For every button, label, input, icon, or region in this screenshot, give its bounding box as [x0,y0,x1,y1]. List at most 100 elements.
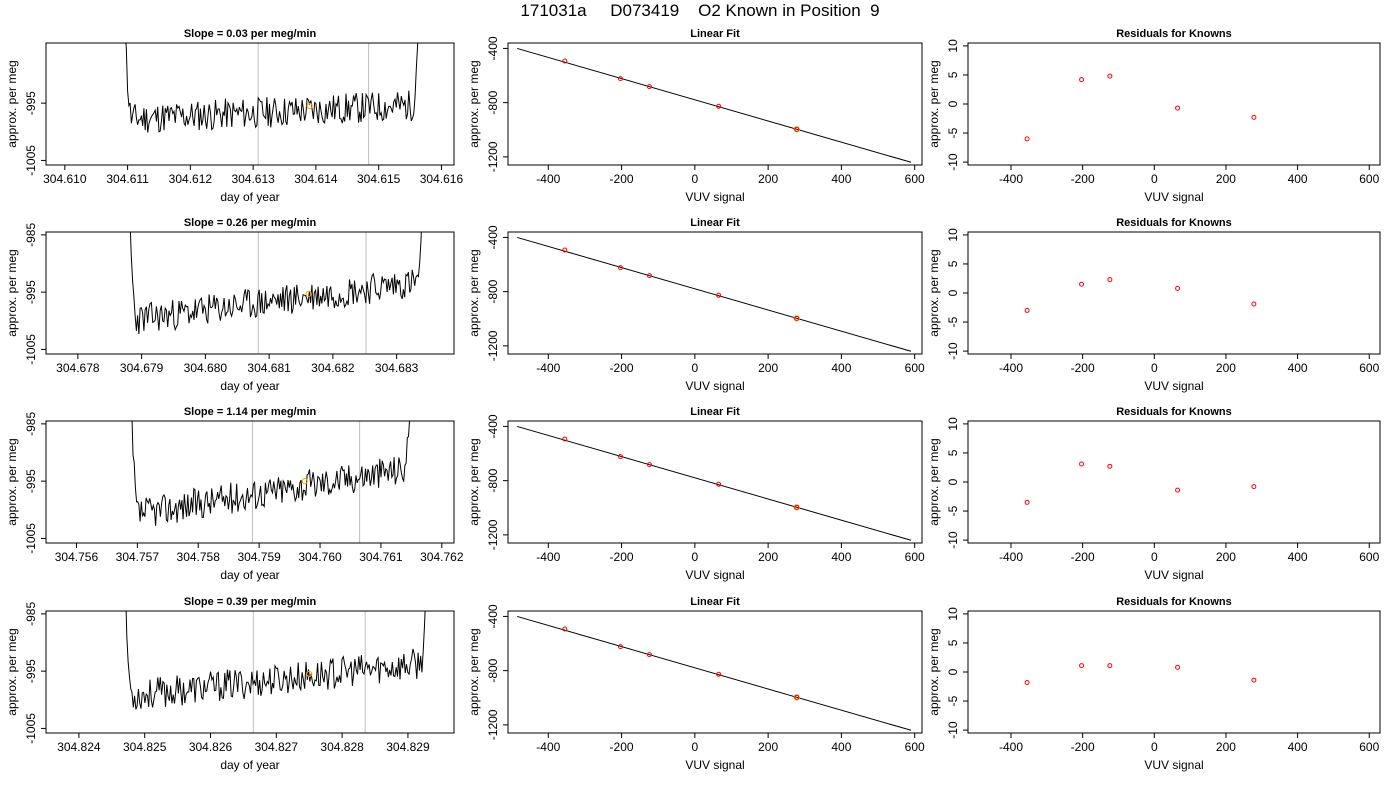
x-tick-label: -200 [1071,740,1095,754]
panel-3-1: Slope = 1.14 per meg/min 304.756 304.757 30… [5,406,464,582]
x-tick-label: 304.681 [247,361,291,375]
x-tick-label: 200 [758,172,778,186]
y-axis-label: approx. per meg [927,249,941,336]
y-tick-label: -1200 [486,519,500,550]
y-tick-label: -985 [24,223,38,247]
x-tick-label: -400 [999,361,1023,375]
x-tick-label: 600 [905,361,925,375]
panel-title: Slope = 0.03 per meg/min [184,28,317,40]
y-tick-label: -1200 [486,141,500,172]
x-tick-label: 304.610 [43,172,87,186]
plot-frame [507,42,923,166]
y-tick-label: -10 [946,721,960,739]
plot-frame [967,231,1381,355]
y-tick-label: -5 [946,505,960,516]
y-tick-label: -5 [946,316,960,327]
panel-title: Slope = 1.14 per meg/min [184,406,317,418]
panel-title: Slope = 0.39 per meg/min [184,596,317,608]
data-trace [129,232,422,335]
data-point [1024,499,1030,505]
y-tick-label: 0 [946,478,960,485]
mean-point [305,290,312,297]
data-point [562,436,568,442]
y-axis-label: approx. per meg [467,628,481,715]
y-tick-label: -1005 [24,145,38,176]
panel-title: Residuals for Knowns [1116,28,1232,40]
panel-1-3: Residuals for Knowns -400 -200 0 200 400 600 -1… [927,28,1381,204]
y-tick-label: -1005 [24,713,38,744]
y-tick-label: -800 [486,279,500,303]
x-tick-label: 0 [692,361,699,375]
y-tick-label: 5 [946,449,960,456]
x-tick-label: -400 [999,740,1023,754]
y-axis-label: approx. per meg [5,438,19,525]
y-axis-label: approx. per meg [467,438,481,525]
x-tick-label: -200 [1071,550,1095,564]
panel-title: Linear Fit [690,596,740,608]
x-tick-label: 304.762 [420,550,464,564]
x-tick-label: 304.612 [169,172,213,186]
data-point [617,644,623,650]
plot-frame [967,610,1381,734]
data-point [646,652,652,658]
y-tick-label: 5 [946,260,960,267]
y-tick-label: -800 [486,90,500,114]
data-point [562,247,568,253]
data-point [794,315,800,321]
y-tick-label: -800 [486,468,500,492]
data-point [1107,277,1113,283]
y-tick-label: -995 [24,659,38,683]
y-tick-label: -995 [24,280,38,304]
x-tick-label: 400 [831,740,851,754]
y-tick-label: 0 [946,289,960,296]
y-axis-label: approx. per meg [927,628,941,715]
x-tick-label: 200 [758,361,778,375]
y-tick-label: 0 [946,100,960,107]
x-tick-label: 600 [1359,361,1379,375]
data-trace [125,611,426,710]
plot-frame [967,42,1381,166]
fit-line [517,236,912,352]
mean-point [301,478,308,485]
panel-4-1: Slope = 0.39 per meg/min 304.824 304.825 30… [5,596,455,772]
y-tick-label: -1005 [24,334,38,365]
x-tick-label: 304.757 [116,550,160,564]
x-axis-label: VUV signal [685,379,744,393]
x-tick-label: -400 [999,172,1023,186]
data-point [562,58,568,64]
x-tick-label: 304.682 [311,361,355,375]
y-tick-label: -985 [24,412,38,436]
panel-title: Residuals for Knowns [1116,217,1232,229]
fit-line [517,615,912,731]
y-axis-label: approx. per meg [467,249,481,336]
data-point [646,84,652,90]
y-axis-label: approx. per meg [5,60,19,147]
x-tick-label: -200 [610,740,634,754]
data-point [1024,679,1030,685]
y-tick-label: -400 [486,36,500,60]
y-tick-label: -400 [486,225,500,249]
x-tick-label: 0 [1151,740,1158,754]
panel-title: Linear Fit [690,217,740,229]
data-point [1175,487,1181,493]
y-axis-label: approx. per meg [927,438,941,525]
y-tick-label: -10 [946,153,960,171]
x-tick-label: -200 [1071,172,1095,186]
y-axis-label: approx. per meg [927,60,941,147]
x-tick-label: 200 [1216,740,1236,754]
data-point [716,481,722,487]
x-tick-label: -200 [610,172,634,186]
x-tick-label: 304.614 [294,172,338,186]
x-tick-label: 304.611 [106,172,149,186]
x-tick-label: 400 [1288,550,1308,564]
plot-frame [45,231,455,355]
data-point-unknown [793,694,800,701]
data-point [1024,307,1030,313]
data-point [562,626,568,632]
data-point [1024,136,1030,142]
x-tick-label: 304.680 [184,361,228,375]
panel-3-2: Linear Fit -400 -200 0 200 400 600 -400 -800 -120… [467,406,925,582]
x-tick-label: 304.615 [357,172,401,186]
data-point [794,504,800,510]
figure-title: 171031a D073419 O2 Known in Position 9 [520,1,880,20]
